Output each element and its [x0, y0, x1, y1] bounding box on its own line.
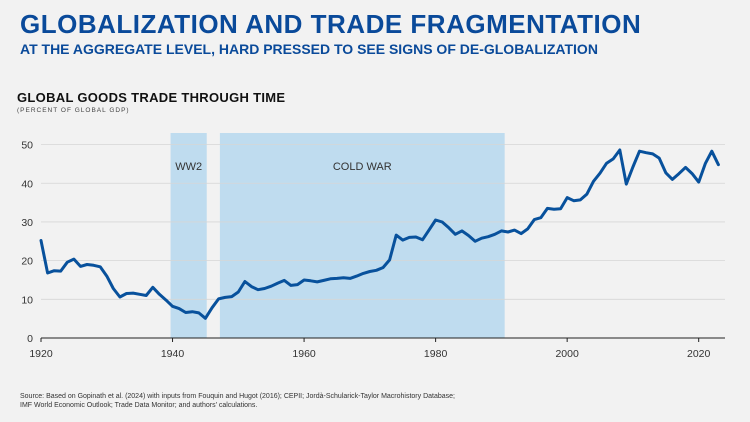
y-tick-label-40: 40: [21, 178, 33, 190]
y-tick-label-10: 10: [21, 294, 33, 306]
chart-title: GLOBAL GOODS TRADE THROUGH TIME: [17, 90, 286, 105]
shaded-region-0: [170, 133, 207, 338]
axes: 0 10 20 30 40 50 1920 1940 1960 1980 2000 2020: [21, 140, 725, 360]
series-layer: [39, 148, 720, 320]
shaded-regions: [170, 133, 505, 338]
x-tick-label-1980: 1980: [424, 348, 448, 360]
x-tick-label-1940: 1940: [161, 348, 185, 360]
region-label-1: COLD WAR: [333, 161, 392, 173]
series-line-0: [39, 148, 720, 320]
source-note: Source: Based on Gopinath et al. (2024) …: [20, 392, 580, 410]
region-labels: WW2 COLD WAR: [175, 161, 392, 173]
x-tick-label-1960: 1960: [292, 348, 316, 360]
y-tick-label-30: 30: [21, 217, 33, 229]
x-tick-label-1920: 1920: [29, 348, 53, 360]
shaded-region-1: [219, 133, 505, 338]
gridlines: [41, 144, 725, 300]
region-label-0: WW2: [175, 161, 202, 173]
source-line-2: IMF World Economic Outlook; Trade Data M…: [20, 402, 258, 409]
source-line-1: Source: Based on Gopinath et al. (2024) …: [20, 393, 455, 400]
x-tick-label-2000: 2000: [555, 348, 579, 360]
y-tick-label-50: 50: [21, 140, 33, 152]
page-subtitle: AT THE AGGREGATE LEVEL, HARD PRESSED TO …: [20, 41, 598, 57]
y-tick-label-20: 20: [21, 256, 33, 268]
chart-subtitle: (PERCENT OF GLOBAL GDP): [17, 107, 130, 114]
x-tick-label-2020: 2020: [687, 348, 711, 360]
page-title: GLOBALIZATION AND TRADE FRAGMENTATION: [20, 9, 642, 39]
y-tick-label-0: 0: [27, 333, 33, 345]
